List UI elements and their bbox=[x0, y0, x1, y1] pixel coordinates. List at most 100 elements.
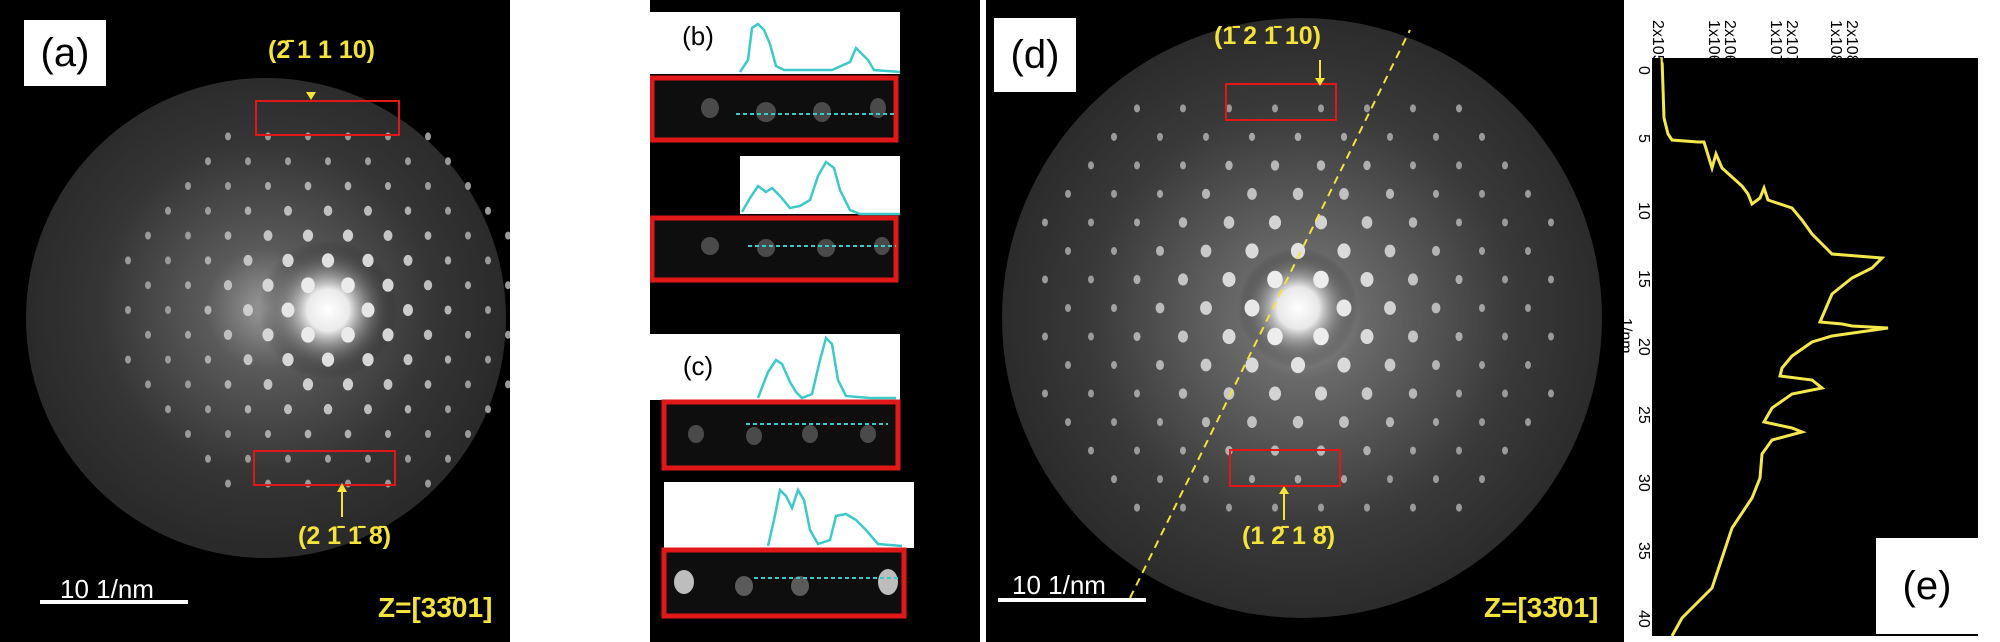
diffraction-spot bbox=[283, 205, 293, 216]
diffraction-spot bbox=[1479, 361, 1485, 370]
diffraction-spot bbox=[145, 330, 151, 339]
diffraction-spot bbox=[505, 380, 510, 389]
diffraction-spot bbox=[1133, 331, 1141, 342]
y-tick: 15 bbox=[1635, 270, 1652, 288]
diffraction-spot bbox=[225, 479, 231, 488]
top-spot-box bbox=[255, 100, 400, 136]
diffraction-spot bbox=[363, 404, 373, 415]
y-tick: 35 bbox=[1635, 542, 1652, 560]
diffraction-spot bbox=[262, 278, 274, 292]
diffraction-spot bbox=[1410, 446, 1416, 455]
y-tick: 25 bbox=[1635, 406, 1652, 424]
diffraction-spot bbox=[404, 206, 412, 216]
diffraction-spot bbox=[1525, 246, 1531, 255]
diffraction-spot bbox=[1270, 160, 1280, 171]
diffraction-spot bbox=[1177, 273, 1189, 286]
diffraction-spot bbox=[1360, 329, 1374, 345]
diffraction-spot bbox=[1548, 275, 1554, 284]
diffraction-spot bbox=[1268, 386, 1282, 401]
diffraction-spot bbox=[1292, 187, 1304, 201]
diffraction-spot bbox=[1178, 217, 1188, 228]
panel-e-label: (e) bbox=[1876, 538, 1978, 634]
diffraction-spot bbox=[1088, 446, 1094, 455]
diffraction-spot bbox=[505, 330, 510, 339]
diffraction-spot bbox=[1111, 304, 1117, 312]
diffraction-spot bbox=[1134, 218, 1140, 227]
diffraction-spot bbox=[1479, 246, 1485, 255]
diffraction-spot bbox=[485, 405, 491, 414]
diffraction-spot bbox=[1361, 387, 1373, 400]
diffraction-spot bbox=[1502, 161, 1508, 170]
diffraction-spot bbox=[485, 206, 491, 215]
diffraction-spot bbox=[425, 132, 431, 141]
diffraction-spot bbox=[1177, 330, 1189, 343]
diffraction-spot bbox=[1088, 218, 1094, 227]
diffraction-spot bbox=[1203, 475, 1209, 484]
diffraction-spot bbox=[1456, 446, 1462, 455]
diffraction-spot bbox=[403, 254, 413, 266]
diffraction-spot bbox=[1479, 189, 1485, 198]
diffraction-spot bbox=[1245, 243, 1259, 259]
diffraction-spot bbox=[1180, 104, 1186, 113]
diffraction-spot bbox=[265, 479, 271, 488]
diffraction-spot bbox=[1180, 161, 1186, 170]
panel-d-scale-text: 10 1/nm bbox=[1012, 570, 1106, 600]
panel-c-label: (c) bbox=[670, 344, 726, 388]
diffraction-spot bbox=[1065, 246, 1071, 255]
diffraction-spot bbox=[165, 206, 171, 215]
diffraction-spot bbox=[1042, 389, 1048, 398]
diffraction-spot bbox=[1088, 161, 1094, 170]
diffraction-spot bbox=[1223, 387, 1235, 400]
diffraction-spot bbox=[1432, 418, 1440, 427]
diffraction-spot bbox=[1155, 360, 1165, 371]
diffraction-spot bbox=[1363, 445, 1371, 456]
diffraction-spot bbox=[1313, 327, 1329, 346]
diffraction-spot bbox=[444, 355, 452, 364]
diffraction-spot bbox=[1431, 360, 1441, 371]
diffraction-spot bbox=[1316, 160, 1326, 171]
diffraction-spot bbox=[323, 403, 333, 415]
panel-d-top-index: (1̄ 2 1̄ 10) bbox=[1214, 22, 1322, 50]
panel-d-bottom-index: (1 2̄ 1 8̄) bbox=[1242, 522, 1336, 550]
diffraction-spot bbox=[1088, 332, 1094, 341]
diffraction-spot bbox=[505, 231, 510, 240]
diffraction-spot bbox=[185, 330, 191, 339]
x-tick-3: 2x107 bbox=[1783, 20, 1800, 64]
diffraction-spot bbox=[1134, 389, 1140, 398]
diffraction-spot bbox=[1337, 357, 1351, 373]
diffraction-spot bbox=[1431, 302, 1441, 314]
diffraction-spot bbox=[224, 231, 232, 240]
line-profile-path bbox=[1129, 29, 1411, 599]
diffraction-spot bbox=[1384, 244, 1396, 258]
diffraction-spot bbox=[1318, 503, 1324, 512]
diffraction-spot bbox=[1384, 301, 1396, 315]
diffraction-spot bbox=[1042, 275, 1048, 284]
diffraction-spot bbox=[1111, 189, 1117, 198]
diffraction-spot bbox=[1272, 503, 1278, 512]
diffraction-spot bbox=[265, 430, 271, 438]
diffraction-spot bbox=[1042, 218, 1048, 227]
diffraction-spot bbox=[1318, 104, 1324, 113]
diffraction-spot bbox=[283, 404, 293, 415]
panel-bc-strips: (b) (c) bbox=[650, 0, 980, 642]
diffraction-spot bbox=[1200, 244, 1212, 258]
panel-a-diffraction: (a) (2̄ 1 1 10) (2 1̄ 1̄ 8̄) 10 1/nm Z=[… bbox=[0, 0, 510, 642]
panel-d-diffraction: (d) (1̄ 2 1̄ 10) (1 2̄ 1 8̄) 10 1/nm Z=[… bbox=[986, 0, 1624, 642]
diffraction-spot bbox=[1525, 418, 1531, 427]
diffraction-spot bbox=[1502, 389, 1508, 398]
diffraction-spot bbox=[385, 182, 391, 190]
diffraction-spot bbox=[341, 277, 355, 294]
diffraction-spot bbox=[1387, 475, 1393, 484]
diffraction-spot bbox=[1361, 216, 1373, 229]
diffraction-spot bbox=[1502, 446, 1508, 455]
diffraction-spot bbox=[1267, 327, 1283, 346]
top-arrow-icon bbox=[306, 92, 316, 100]
diffraction-spot bbox=[1456, 161, 1462, 170]
diffraction-spot bbox=[1268, 215, 1282, 230]
diffraction-spot bbox=[1065, 361, 1071, 370]
diffraction-spot bbox=[1410, 503, 1416, 512]
diffraction-spot bbox=[1340, 132, 1348, 141]
diffraction-spot bbox=[1314, 386, 1328, 401]
diffraction-spot bbox=[1134, 503, 1140, 512]
diffraction-spot bbox=[1502, 332, 1508, 341]
